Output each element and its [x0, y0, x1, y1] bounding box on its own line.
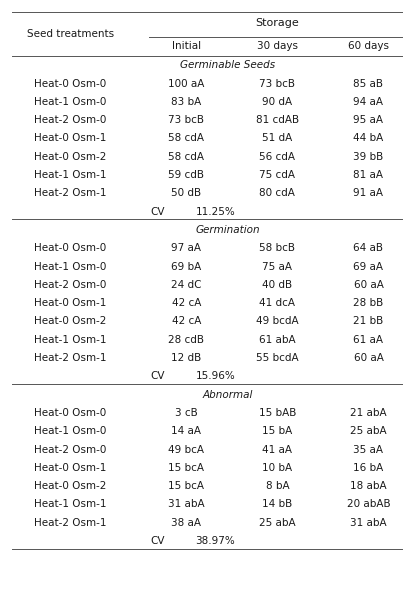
- Text: 97 aA: 97 aA: [171, 243, 201, 253]
- Text: Abnormal: Abnormal: [202, 390, 252, 400]
- Text: 80 cdA: 80 cdA: [259, 188, 294, 198]
- Text: 91 aA: 91 aA: [353, 188, 382, 198]
- Text: 31 abA: 31 abA: [168, 500, 204, 509]
- Text: Heat-0 Osm-1: Heat-0 Osm-1: [34, 298, 106, 308]
- Text: 50 dB: 50 dB: [171, 188, 201, 198]
- Text: 14 bB: 14 bB: [261, 500, 292, 509]
- Text: Heat-2 Osm-1: Heat-2 Osm-1: [34, 518, 107, 528]
- Text: 15 bAB: 15 bAB: [258, 408, 295, 418]
- Text: 3 cB: 3 cB: [175, 408, 197, 418]
- Text: 40 dB: 40 dB: [262, 280, 292, 290]
- Text: 15 bA: 15 bA: [261, 426, 292, 436]
- Text: 10 bA: 10 bA: [262, 463, 292, 473]
- Text: 21 bB: 21 bB: [352, 317, 383, 326]
- Text: 59 cdB: 59 cdB: [168, 170, 204, 180]
- Text: 30 days: 30 days: [256, 41, 297, 51]
- Text: 60 aA: 60 aA: [353, 353, 382, 363]
- Text: 42 cA: 42 cA: [171, 298, 200, 308]
- Text: 75 aA: 75 aA: [262, 262, 292, 271]
- Text: 49 bcA: 49 bcA: [168, 445, 204, 454]
- Text: Heat-0 Osm-1: Heat-0 Osm-1: [34, 134, 106, 143]
- Text: 42 cA: 42 cA: [171, 317, 200, 326]
- Text: 25 abA: 25 abA: [349, 426, 386, 436]
- Text: 51 dA: 51 dA: [261, 134, 292, 143]
- Text: Seed treatments: Seed treatments: [27, 29, 114, 39]
- Text: CV: CV: [150, 536, 164, 546]
- Text: Heat-1 Osm-0: Heat-1 Osm-0: [34, 97, 106, 107]
- Text: Heat-0 Osm-2: Heat-0 Osm-2: [34, 481, 106, 491]
- Text: CV: CV: [150, 371, 164, 381]
- Text: 24 dC: 24 dC: [171, 280, 201, 290]
- Text: 69 bA: 69 bA: [171, 262, 201, 271]
- Text: 28 bB: 28 bB: [352, 298, 383, 308]
- Text: 58 cdA: 58 cdA: [168, 152, 204, 162]
- Text: 55 bcdA: 55 bcdA: [256, 353, 298, 363]
- Text: 73 bcB: 73 bcB: [168, 115, 204, 125]
- Text: 21 abA: 21 abA: [349, 408, 386, 418]
- Text: 49 bcdA: 49 bcdA: [256, 317, 298, 326]
- Text: Heat-1 Osm-0: Heat-1 Osm-0: [34, 262, 106, 271]
- Text: 64 aB: 64 aB: [353, 243, 382, 253]
- Text: 83 bA: 83 bA: [171, 97, 201, 107]
- Text: 31 abA: 31 abA: [349, 518, 386, 528]
- Text: 15 bcA: 15 bcA: [168, 463, 204, 473]
- Text: Germinable Seeds: Germinable Seeds: [180, 60, 275, 70]
- Text: Heat-1 Osm-1: Heat-1 Osm-1: [34, 335, 107, 345]
- Text: Heat-0 Osm-1: Heat-0 Osm-1: [34, 463, 106, 473]
- Text: 15 bcA: 15 bcA: [168, 481, 204, 491]
- Text: Heat-0 Osm-0: Heat-0 Osm-0: [34, 79, 106, 88]
- Text: Heat-0 Osm-0: Heat-0 Osm-0: [34, 408, 106, 418]
- Text: 94 aA: 94 aA: [353, 97, 382, 107]
- Text: 18 abA: 18 abA: [349, 481, 386, 491]
- Text: 61 aA: 61 aA: [353, 335, 382, 345]
- Text: Heat-2 Osm-1: Heat-2 Osm-1: [34, 353, 107, 363]
- Text: 75 cdA: 75 cdA: [259, 170, 294, 180]
- Text: Heat-0 Osm-2: Heat-0 Osm-2: [34, 317, 106, 326]
- Text: 38.97%: 38.97%: [195, 536, 235, 546]
- Text: 81 cdAB: 81 cdAB: [255, 115, 298, 125]
- Text: CV: CV: [150, 207, 164, 217]
- Text: 8 bA: 8 bA: [265, 481, 289, 491]
- Text: 35 aA: 35 aA: [353, 445, 382, 454]
- Text: 11.25%: 11.25%: [195, 207, 235, 217]
- Text: 60 days: 60 days: [347, 41, 388, 51]
- Text: 15.96%: 15.96%: [195, 371, 235, 381]
- Text: 12 dB: 12 dB: [171, 353, 201, 363]
- Text: 16 bA: 16 bA: [352, 463, 383, 473]
- Text: 20 abAB: 20 abAB: [346, 500, 389, 509]
- Text: Heat-0 Osm-2: Heat-0 Osm-2: [34, 152, 106, 162]
- Text: 41 aA: 41 aA: [262, 445, 292, 454]
- Text: Initial: Initial: [171, 41, 200, 51]
- Text: Heat-2 Osm-1: Heat-2 Osm-1: [34, 188, 107, 198]
- Text: Heat-2 Osm-0: Heat-2 Osm-0: [34, 115, 106, 125]
- Text: 58 cdA: 58 cdA: [168, 134, 204, 143]
- Text: 73 bcB: 73 bcB: [259, 79, 294, 88]
- Text: 60 aA: 60 aA: [353, 280, 382, 290]
- Text: Storage: Storage: [255, 18, 299, 28]
- Text: 85 aB: 85 aB: [353, 79, 382, 88]
- Text: Germination: Germination: [195, 225, 259, 235]
- Text: Heat-2 Osm-0: Heat-2 Osm-0: [34, 445, 106, 454]
- Text: 90 dA: 90 dA: [262, 97, 292, 107]
- Text: 25 abA: 25 abA: [259, 518, 295, 528]
- Text: Heat-1 Osm-1: Heat-1 Osm-1: [34, 500, 107, 509]
- Text: 39 bB: 39 bB: [352, 152, 383, 162]
- Text: 44 bA: 44 bA: [352, 134, 383, 143]
- Text: Heat-1 Osm-0: Heat-1 Osm-0: [34, 426, 106, 436]
- Text: Heat-2 Osm-0: Heat-2 Osm-0: [34, 280, 106, 290]
- Text: 61 abA: 61 abA: [259, 335, 295, 345]
- Text: 56 cdA: 56 cdA: [259, 152, 294, 162]
- Text: 95 aA: 95 aA: [353, 115, 382, 125]
- Text: 41 dcA: 41 dcA: [259, 298, 294, 308]
- Text: 81 aA: 81 aA: [353, 170, 382, 180]
- Text: 100 aA: 100 aA: [168, 79, 204, 88]
- Text: 14 aA: 14 aA: [171, 426, 201, 436]
- Text: Heat-1 Osm-1: Heat-1 Osm-1: [34, 170, 107, 180]
- Text: 58 bcB: 58 bcB: [259, 243, 294, 253]
- Text: 28 cdB: 28 cdB: [168, 335, 204, 345]
- Text: 38 aA: 38 aA: [171, 518, 201, 528]
- Text: 69 aA: 69 aA: [353, 262, 382, 271]
- Text: Heat-0 Osm-0: Heat-0 Osm-0: [34, 243, 106, 253]
